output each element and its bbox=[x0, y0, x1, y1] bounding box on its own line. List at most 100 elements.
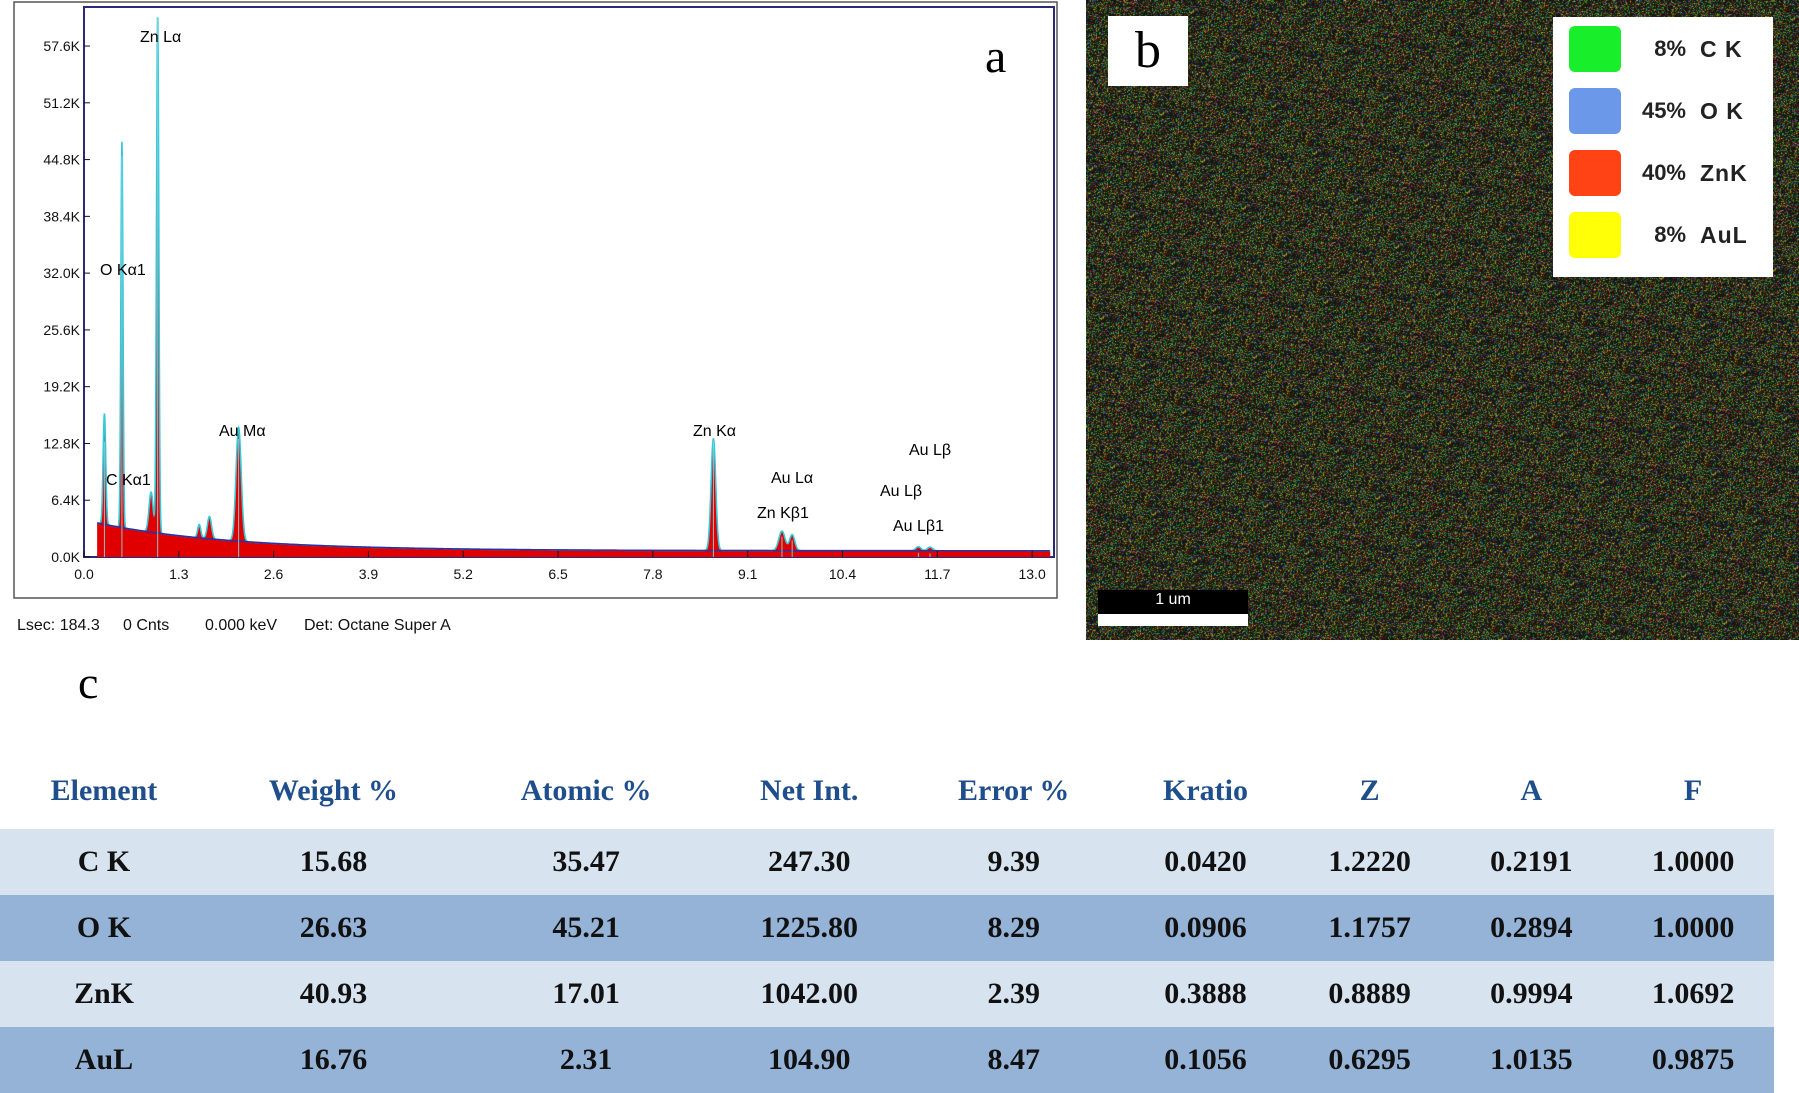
x-tick-label: 10.4 bbox=[829, 566, 856, 582]
header-atomic: Atomic % bbox=[520, 774, 652, 807]
legend-element-c: C K bbox=[1700, 35, 1743, 62]
peak-label-zn-la: Zn Lα bbox=[140, 29, 181, 46]
x-tick-label: 0.0 bbox=[74, 566, 94, 582]
table-cell: ZnK bbox=[0, 961, 208, 1027]
header-error: Error % bbox=[958, 774, 1070, 807]
table-cell: 1.0692 bbox=[1612, 961, 1774, 1027]
table-cell: 26.63 bbox=[207, 895, 460, 961]
table-header-row: Element Weight % Atomic % Net Int. Error… bbox=[0, 753, 1774, 829]
status-detector: Det: Octane Super A bbox=[304, 617, 451, 634]
legend-row-zn: 40% ZnK bbox=[1569, 149, 1748, 197]
table-cell: 15.68 bbox=[207, 829, 460, 895]
table-cell: 1.0135 bbox=[1450, 1027, 1613, 1093]
table-cell: 247.30 bbox=[713, 829, 906, 895]
table-cell: 0.2894 bbox=[1450, 895, 1613, 961]
header-net-int: Net Int. bbox=[760, 774, 859, 807]
table-cell: 1.2220 bbox=[1288, 829, 1451, 895]
legend-swatch-zn bbox=[1569, 150, 1621, 196]
peak-label-au-lb1: Au Lβ1 bbox=[893, 518, 944, 535]
scale-bar-label: 1 um bbox=[1155, 591, 1191, 608]
y-tick-label: 19.2K bbox=[43, 379, 80, 395]
table-cell: 1225.80 bbox=[713, 895, 906, 961]
table-cell: O K bbox=[0, 895, 208, 961]
table-cell: AuL bbox=[0, 1027, 208, 1093]
plot-area bbox=[83, 6, 1055, 558]
peak-label-au-lb-b: Au Lβ bbox=[880, 483, 922, 500]
map-legend: 8% C K 45% O K 40% ZnK 8% AuL bbox=[1553, 17, 1773, 277]
quantification-table: Element Weight % Atomic % Net Int. Error… bbox=[0, 753, 1774, 1093]
table-cell: 0.2191 bbox=[1450, 829, 1613, 895]
peak-label-au-la: Au Lα bbox=[771, 470, 813, 487]
peak-label-au-lb-a: Au Lβ bbox=[909, 442, 951, 459]
background-fit-line bbox=[96, 522, 1050, 552]
x-tick-label: 9.1 bbox=[738, 566, 758, 582]
x-tick-label: 13.0 bbox=[1018, 566, 1045, 582]
status-lsec: Lsec: 184.3 bbox=[17, 617, 100, 634]
peak-label-o-ka1: O Kα1 bbox=[100, 262, 146, 279]
table-cell: 1042.00 bbox=[713, 961, 906, 1027]
legend-pct-o: 45% bbox=[1641, 98, 1686, 123]
table-row: O K 26.63 45.21 1225.80 8.29 0.0906 1.17… bbox=[0, 895, 1774, 961]
y-tick-label: 6.4K bbox=[51, 492, 80, 508]
y-tick-label: 25.6K bbox=[43, 322, 80, 338]
panel-label-a: a bbox=[985, 30, 1006, 83]
y-ticks: 0.0K 6.4K 12.8K 19.2K 25.6K 32.0K 38.4K 44.8K 51… bbox=[43, 38, 90, 565]
panel-label-c: c bbox=[78, 657, 99, 708]
table-cell: 17.01 bbox=[459, 961, 714, 1027]
table-cell: C K bbox=[0, 829, 208, 895]
peak-labels: Zn Lα O Kα1 C Kα1 Au Mα Zn Kα Au Lα Zn K… bbox=[100, 29, 951, 535]
peak-label-zn-ka: Zn Kα bbox=[693, 423, 736, 440]
peak-label-zn-kb1: Zn Kβ1 bbox=[757, 505, 809, 522]
table-cell: 1.0000 bbox=[1612, 895, 1774, 961]
x-tick-label: 5.2 bbox=[454, 566, 474, 582]
peak-label-au-ma: Au Mα bbox=[219, 423, 266, 440]
spectrum-layer bbox=[96, 16, 1051, 557]
table-cell: 9.39 bbox=[905, 829, 1123, 895]
status-bar: Lsec: 184.3 0 Cnts 0.000 keV Det: Octane… bbox=[17, 617, 451, 634]
header-f: F bbox=[1683, 774, 1703, 807]
header-weight: Weight % bbox=[268, 774, 399, 807]
table-cell: 2.31 bbox=[459, 1027, 714, 1093]
legend-element-au: AuL bbox=[1700, 221, 1748, 248]
panel-label-b: b bbox=[1108, 16, 1188, 86]
y-tick-label: 38.4K bbox=[43, 208, 80, 224]
table-row: C K 15.68 35.47 247.30 9.39 0.0420 1.222… bbox=[0, 829, 1774, 895]
table-cell: 1.1757 bbox=[1288, 895, 1451, 961]
table-cell: 0.1056 bbox=[1122, 1027, 1289, 1093]
legend-swatch-au bbox=[1569, 212, 1621, 258]
elemental-map: b 8% C K 45% O K 40% ZnK 8% AuL 1 um bbox=[1086, 0, 1799, 640]
table-cell: 0.9875 bbox=[1612, 1027, 1774, 1093]
scale-bar: 1 um bbox=[1098, 590, 1248, 626]
peak-label-c-ka1: C Kα1 bbox=[106, 472, 151, 489]
table-cell: 35.47 bbox=[459, 829, 714, 895]
legend-swatch-c bbox=[1569, 26, 1621, 72]
legend-row-c: 8% C K bbox=[1569, 25, 1743, 73]
legend-element-o: O K bbox=[1700, 97, 1744, 124]
x-tick-label: 2.6 bbox=[264, 566, 284, 582]
eds-spectrum-chart: 0.0K 6.4K 12.8K 19.2K 25.6K 32.0K 38.4K 44.8K 51… bbox=[13, 1, 1058, 634]
x-tick-label: 3.9 bbox=[359, 566, 379, 582]
table-cell: 0.0906 bbox=[1122, 895, 1289, 961]
legend-pct-au: 8% bbox=[1654, 222, 1686, 247]
y-tick-label: 0.0K bbox=[51, 549, 80, 565]
header-kratio: Kratio bbox=[1162, 774, 1248, 807]
legend-element-zn: ZnK bbox=[1700, 159, 1748, 186]
y-tick-label: 57.6K bbox=[43, 38, 80, 54]
y-tick-label: 12.8K bbox=[43, 435, 80, 451]
x-ticks: 0.0 1.3 2.6 3.9 5.2 6.5 7.8 9.1 10.4 11.7 13.0 bbox=[74, 551, 1046, 582]
table-cell: 45.21 bbox=[459, 895, 714, 961]
x-tick-label: 11.7 bbox=[924, 566, 950, 582]
x-tick-label: 1.3 bbox=[169, 566, 189, 582]
table-cell: 2.39 bbox=[905, 961, 1123, 1027]
table-cell: 40.93 bbox=[207, 961, 460, 1027]
header-element: Element bbox=[50, 774, 158, 807]
x-tick-label: 7.8 bbox=[643, 566, 663, 582]
table-cell: 1.0000 bbox=[1612, 829, 1774, 895]
table-cell: 8.47 bbox=[905, 1027, 1123, 1093]
x-tick-label: 6.5 bbox=[548, 566, 568, 582]
table-cell: 0.3888 bbox=[1122, 961, 1289, 1027]
table-cell: 0.8889 bbox=[1288, 961, 1451, 1027]
table-cell: 16.76 bbox=[207, 1027, 460, 1093]
table-cell: 0.9994 bbox=[1450, 961, 1613, 1027]
legend-swatch-o bbox=[1569, 88, 1621, 134]
